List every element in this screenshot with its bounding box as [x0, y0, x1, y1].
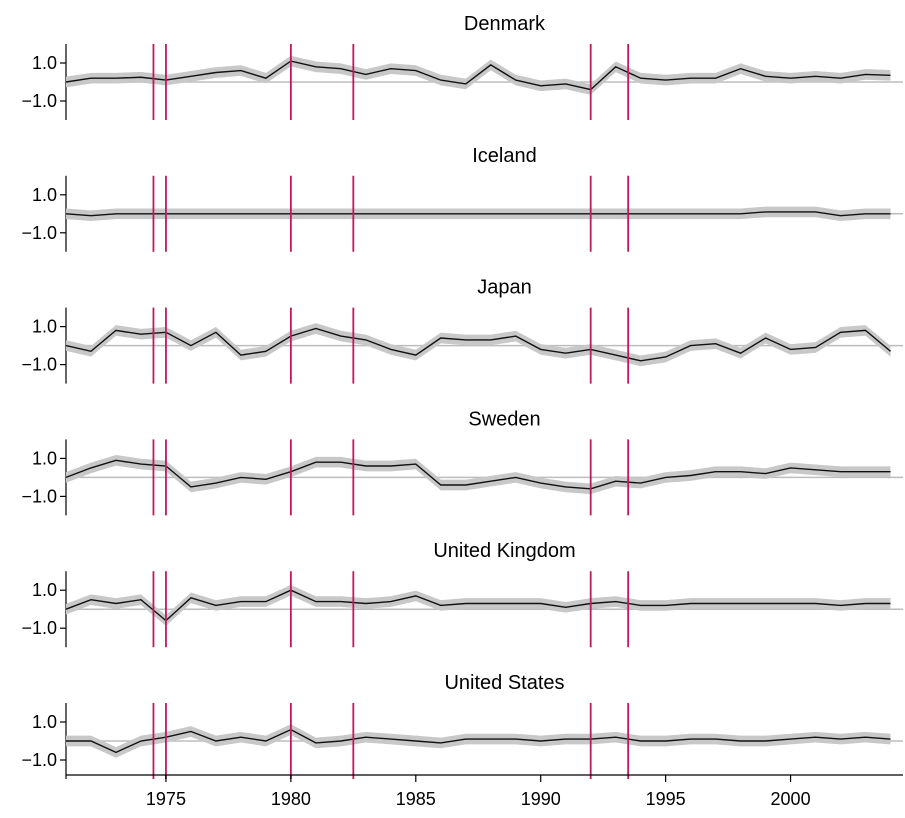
y-tick-label: 1.0 [32, 712, 57, 732]
panel-title: Denmark [464, 13, 546, 35]
panel-title: Iceland [472, 145, 537, 167]
y-tick-label: 1.0 [32, 185, 57, 205]
series-line [65, 589, 891, 622]
x-tick-label: 1995 [646, 789, 686, 809]
chart-panels: Denmark 1.0 −1.0 Iceland 1.0 −1.0 Japan 1.0 −1.0… [21, 13, 903, 779]
y-tick-label: −1.0 [21, 223, 57, 243]
panel-united-kingdom: United Kingdom 1.0 −1.0 [21, 540, 903, 648]
panel-denmark: Denmark 1.0 −1.0 [21, 13, 903, 120]
y-tick-label: −1.0 [21, 618, 57, 638]
panel-sweden: Sweden 1.0 −1.0 [21, 408, 903, 516]
y-tick-label: −1.0 [21, 486, 57, 506]
panel-title: Japan [477, 277, 532, 299]
confidence-band [66, 584, 891, 626]
confidence-band [66, 55, 891, 95]
y-tick-label: 1.0 [32, 53, 57, 73]
y-tick-label: 1.0 [32, 317, 57, 337]
series-line [65, 327, 891, 362]
panel-united-states: United States 1.0 −1.0 [21, 672, 903, 779]
x-tick-label: 1975 [146, 789, 186, 809]
y-tick-label: 1.0 [32, 448, 57, 468]
y-tick-label: −1.0 [21, 355, 57, 375]
series-line [65, 459, 891, 490]
x-tick-label: 1990 [521, 789, 561, 809]
x-tick-label: 1980 [271, 789, 311, 809]
panel-iceland: Iceland 1.0 −1.0 [21, 145, 903, 252]
panel-japan: Japan 1.0 −1.0 [21, 277, 903, 384]
panel-title: United States [444, 672, 564, 694]
panel-title: United Kingdom [433, 540, 575, 562]
y-tick-label: −1.0 [21, 750, 57, 770]
x-axis: 1975 1980 1985 1990 1995 2000 [66, 774, 903, 809]
confidence-band [66, 454, 891, 495]
series-line [66, 728, 891, 754]
x-tick-label: 2000 [771, 789, 811, 809]
panel-title: Sweden [468, 408, 540, 430]
x-tick-label: 1985 [396, 789, 436, 809]
series-line [65, 60, 891, 91]
confidence-band [66, 724, 891, 758]
y-tick-label: 1.0 [32, 580, 57, 600]
y-tick-label: −1.0 [21, 91, 57, 111]
confidence-band [66, 323, 891, 367]
series-line [65, 211, 891, 217]
